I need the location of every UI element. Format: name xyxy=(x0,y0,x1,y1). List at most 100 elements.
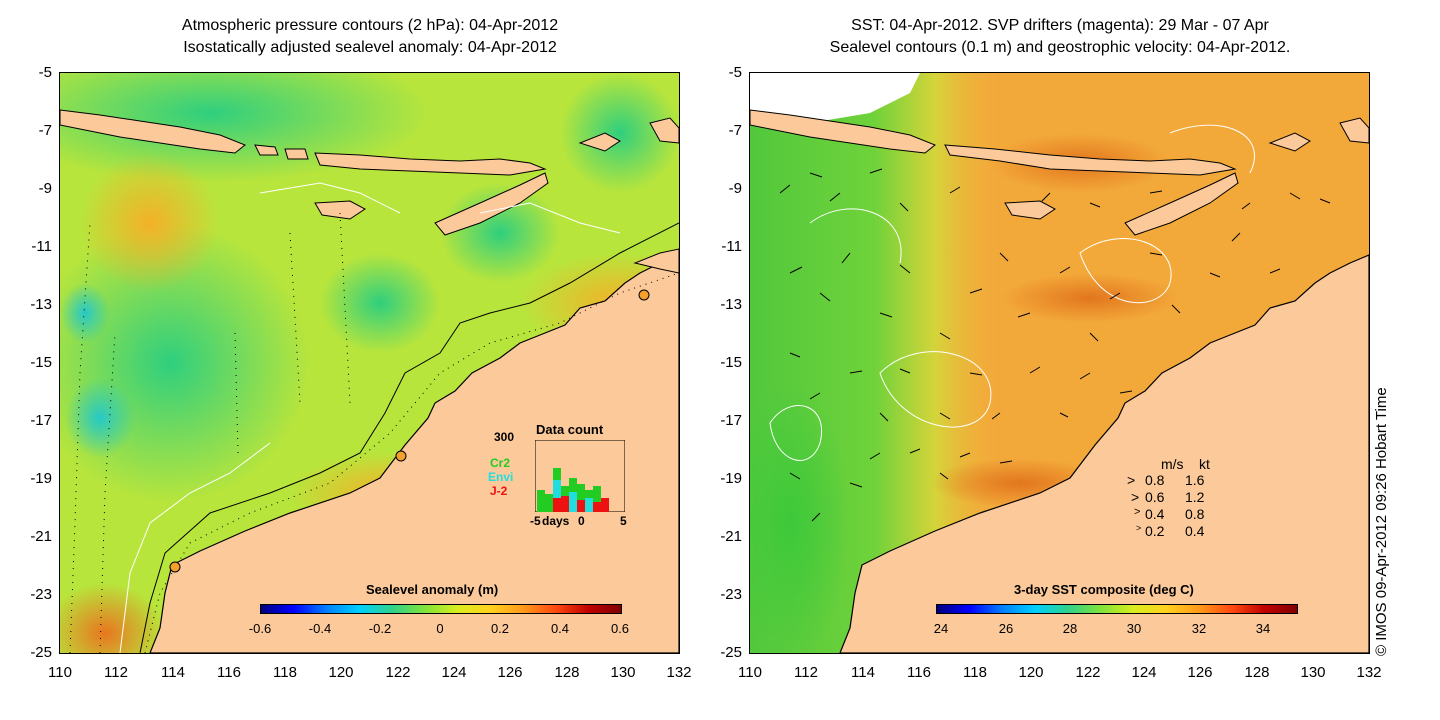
right-ytick-6: -17 xyxy=(720,412,742,429)
right-cbtick-0: 24 xyxy=(933,621,949,636)
left-xtick-0: 110 xyxy=(48,664,72,681)
left-colorbar xyxy=(260,604,622,614)
velocity-legend-row2-kt: 0.8 xyxy=(1185,506,1205,522)
left-cbtick-0: -0.6 xyxy=(248,621,272,636)
right-title-line1: SST: 04-Apr-2012. SVP drifters (magenta)… xyxy=(851,17,1269,34)
left-xtick-11: 132 xyxy=(666,664,692,681)
right-cbtick-3: 30 xyxy=(1126,621,1142,636)
left-ytick-7: -19 xyxy=(30,470,52,487)
ssa-minimum-2 xyxy=(60,283,110,343)
left-ytick-6: -17 xyxy=(30,412,52,429)
inset-xtick-neg5: -5 xyxy=(530,514,541,528)
inset-mission-j2: J-2 xyxy=(490,484,508,498)
left-xtick-5: 120 xyxy=(328,664,354,681)
left-ytick-2: -9 xyxy=(38,180,52,197)
java-land-right xyxy=(750,109,936,154)
left-ytick-5: -15 xyxy=(30,354,52,371)
inset-xunit: days xyxy=(542,514,570,528)
banda-islands-land-right xyxy=(1268,117,1369,152)
sst-warm-centre xyxy=(1000,273,1180,323)
velocity-legend-header-ms: m/s xyxy=(1161,456,1184,472)
sst-no-data xyxy=(750,73,920,123)
velocity-legend-row3-kt: 0.4 xyxy=(1185,523,1205,539)
australia-land-right xyxy=(839,254,1369,653)
left-cbtick-6: 0.6 xyxy=(610,621,630,636)
inset-xtick-0: 0 xyxy=(578,514,585,528)
left-map[interactable]: Data count 300 Cr2 Envi J-2 xyxy=(60,73,679,653)
left-xtick-6: 122 xyxy=(385,664,411,681)
right-ytick-2: -9 xyxy=(728,180,742,197)
right-ytick-8: -21 xyxy=(720,528,742,545)
left-xtick-4: 118 xyxy=(273,664,297,681)
velocity-legend: m/s kt > 0.8 1.6 > 0.6 1.2 > 0.4 0.8 > 0… xyxy=(1125,456,1245,546)
right-colorbar-label: 3-day SST composite (deg C) xyxy=(1014,582,1194,597)
velocity-legend-row0-kt: 1.6 xyxy=(1185,472,1205,488)
right-xtick-5: 120 xyxy=(1018,664,1044,681)
sumbawa-flores-land xyxy=(314,152,547,176)
right-ytick-7: -19 xyxy=(720,470,742,487)
ssa-high-south xyxy=(60,583,165,653)
tide-gauge-darwin[interactable] xyxy=(638,289,650,301)
left-title-line2: Isostatically adjusted sealevel anomaly:… xyxy=(183,39,557,56)
velocity-legend-row1-ms: 0.6 xyxy=(1145,489,1165,505)
left-ytick-10: -25 xyxy=(30,644,52,661)
ssa-high-north xyxy=(80,153,220,293)
java-land xyxy=(60,109,246,154)
right-xtick-8: 126 xyxy=(1187,664,1213,681)
sealevel-contour-white xyxy=(119,182,621,653)
left-ytick-3: -11 xyxy=(31,238,52,255)
sumba-land xyxy=(314,200,366,220)
left-ytick-9: -23 xyxy=(30,586,52,603)
right-xtick-9: 128 xyxy=(1244,664,1270,681)
right-cbtick-4: 32 xyxy=(1191,621,1207,636)
left-xtick-8: 126 xyxy=(497,664,523,681)
velocity-legend-row1-kt: 1.2 xyxy=(1185,489,1205,505)
right-xtick-10: 130 xyxy=(1300,664,1326,681)
left-ytick-0: -5 xyxy=(38,64,52,81)
bali-lombok-land xyxy=(254,144,309,160)
left-ytick-4: -13 xyxy=(30,296,52,313)
histogram-bars xyxy=(537,468,609,512)
right-xtick-11: 132 xyxy=(1356,664,1382,681)
right-xtick-6: 122 xyxy=(1075,664,1101,681)
ssa-low-ne xyxy=(560,73,679,193)
left-xtick-2: 114 xyxy=(161,664,185,681)
left-cbtick-3: 0 xyxy=(436,621,444,636)
geostrophic-velocity-arrows xyxy=(779,168,1331,522)
right-xtick-0: 110 xyxy=(738,664,762,681)
ssa-minimum xyxy=(65,378,135,458)
inset-mission-cr2: Cr2 xyxy=(490,456,511,470)
right-cbtick-2: 28 xyxy=(1062,621,1078,636)
right-ytick-0: -5 xyxy=(728,64,742,81)
right-cbtick-5: 34 xyxy=(1255,621,1271,636)
left-ytick-8: -21 xyxy=(30,528,52,545)
timor-land xyxy=(434,172,549,236)
right-ytick-10: -25 xyxy=(720,644,742,661)
tide-gauge-exmouth[interactable] xyxy=(169,561,181,573)
right-ytick-4: -13 xyxy=(720,296,742,313)
pressure-contour-dotted xyxy=(144,272,679,653)
inset-xtick-5: 5 xyxy=(620,514,627,528)
data-count-inset: Data count 300 Cr2 Envi J-2 xyxy=(480,418,650,538)
velocity-arrow-02-icon: > xyxy=(1136,523,1142,533)
sealevel-contours-white xyxy=(769,124,1256,461)
right-colorbar xyxy=(936,604,1298,614)
left-xtick-7: 124 xyxy=(441,664,467,681)
new-guinea-land xyxy=(633,248,679,274)
sst-cool-southwest xyxy=(750,383,850,653)
left-xtick-9: 128 xyxy=(554,664,580,681)
sumbawa-flores-land-right xyxy=(944,144,1237,176)
left-title-line1: Atmospheric pressure contours (2 hPa): 0… xyxy=(181,17,559,34)
right-xtick-1: 112 xyxy=(794,664,818,681)
left-colorbar-label: Sealevel anomaly (m) xyxy=(366,582,499,597)
tide-gauge-broome[interactable] xyxy=(395,450,407,462)
left-cbtick-2: -0.2 xyxy=(368,621,392,636)
right-map[interactable]: m/s kt > 0.8 1.6 > 0.6 1.2 > 0.4 0.8 > 0… xyxy=(750,73,1369,653)
right-ytick-3: -11 xyxy=(721,238,742,255)
left-cbtick-4: 0.2 xyxy=(490,621,510,636)
sumba-land-right xyxy=(1004,200,1056,220)
velocity-legend-row3-ms: 0.2 xyxy=(1145,523,1165,539)
left-cbtick-1: -0.4 xyxy=(308,621,332,636)
australia-land xyxy=(149,254,679,653)
velocity-legend-row2-ms: 0.4 xyxy=(1145,506,1165,522)
